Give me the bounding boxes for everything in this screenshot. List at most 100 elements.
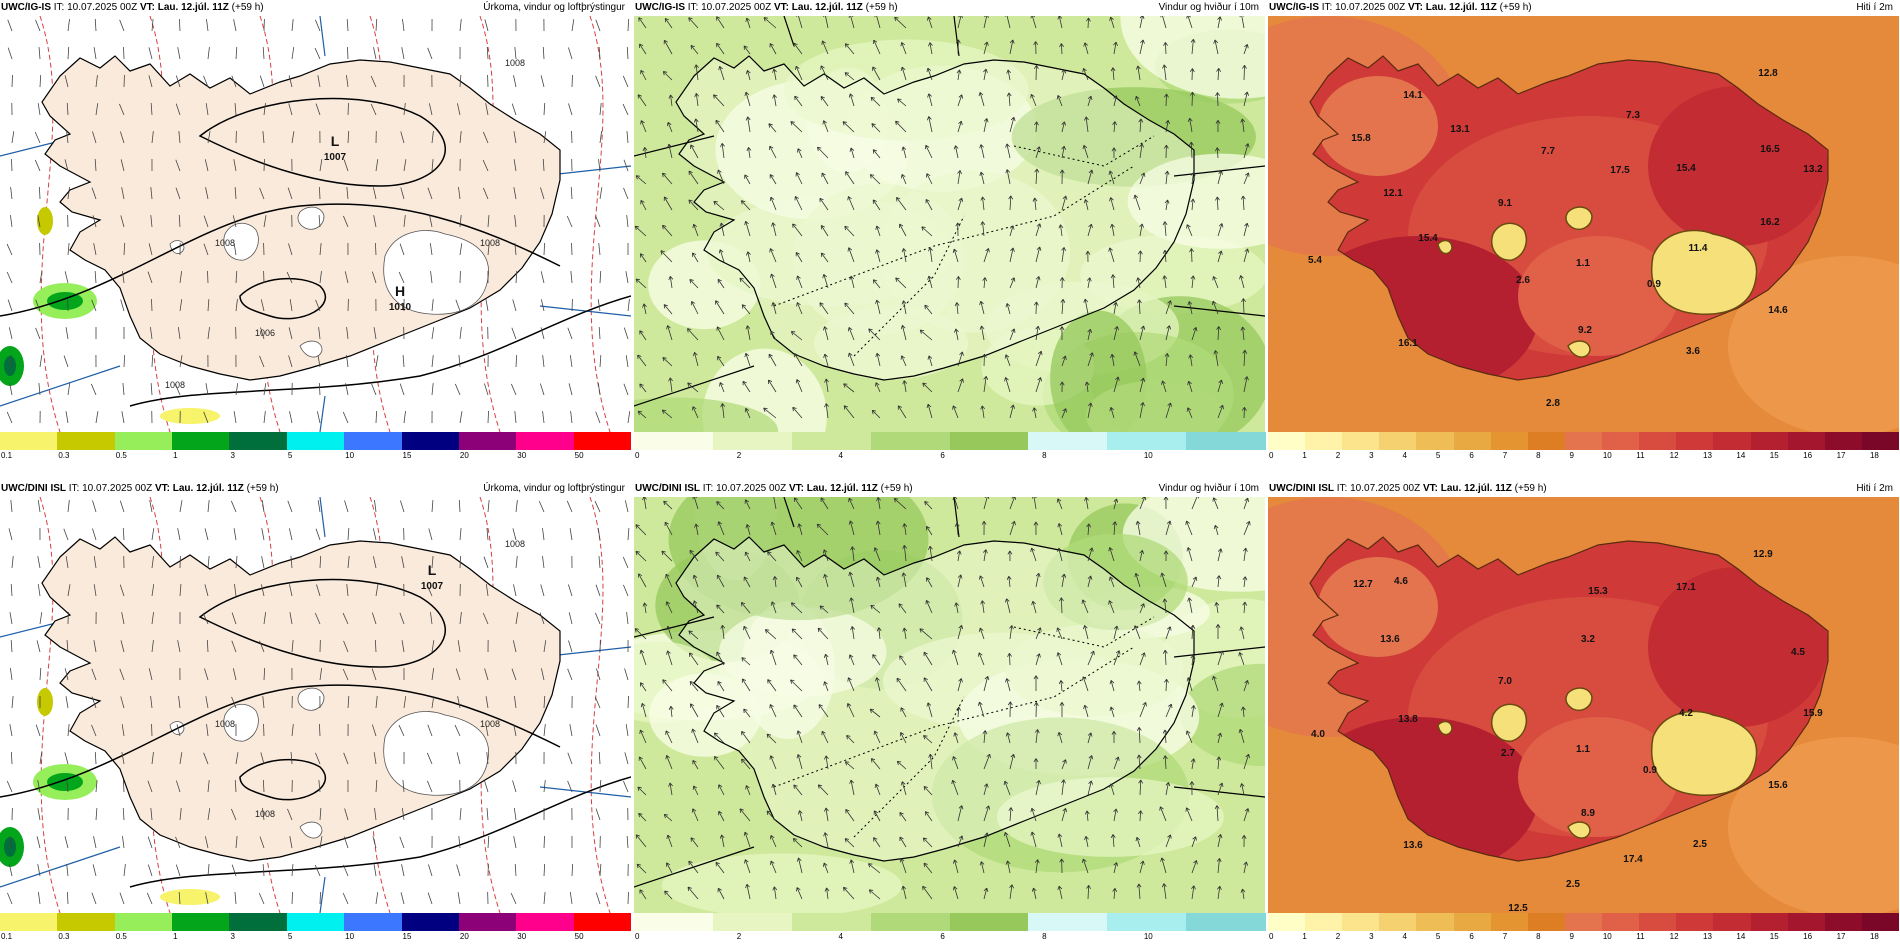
temperature-value: 3.2 xyxy=(1581,634,1595,645)
init-time: IT: 10.07.2025 00Z xyxy=(1319,2,1408,13)
temperature-value: 0.9 xyxy=(1643,765,1657,776)
map-canvas: L 1007 1008 1008 1008 1008 xyxy=(0,497,631,913)
colorbar-swatch xyxy=(1028,432,1108,450)
temperature-value: 9.1 xyxy=(1498,198,1512,209)
temperature-value: 12.9 xyxy=(1753,549,1773,560)
isobar-label: 1008 xyxy=(215,238,235,248)
colorbar-swatch xyxy=(1416,432,1455,450)
map-area[interactable]: L 1007 H 1010 1008 1008 1008 1006 1008 xyxy=(0,16,631,432)
map-area[interactable]: L 1007 1008 1008 1008 1008 xyxy=(0,497,631,913)
valid-time: VT: Lau. 12.júl. 11Z xyxy=(1407,2,1497,13)
colorbar-tick-label: 1 xyxy=(173,932,178,941)
colorbar-swatch xyxy=(1379,432,1417,450)
temperature-value: 3.6 xyxy=(1686,346,1700,357)
lead-time: (+59 h) xyxy=(228,2,264,13)
low-pressure-marker: L xyxy=(428,562,437,578)
map-area[interactable] xyxy=(634,497,1265,913)
colorbar-tick-label: 30 xyxy=(517,451,527,460)
temperature-value: 4.0 xyxy=(1311,729,1325,740)
panel-header: UWC/IG-IS IT: 10.07.2025 00Z VT: Lau. 12… xyxy=(634,0,1265,16)
temperature-value: 13.6 xyxy=(1403,840,1423,851)
colorbar-tick-label: 12 xyxy=(1669,451,1679,460)
colorbar-tick-label: 15 xyxy=(1769,932,1779,941)
panel-header: UWC/IG-IS IT: 10.07.2025 00Z VT: Lau. 12… xyxy=(0,0,631,16)
valid-time: VT: Lau. 12.júl. 11Z xyxy=(154,483,244,494)
colorbar-swatch xyxy=(516,913,575,931)
colorbar-tick-label: 0 xyxy=(1269,932,1274,941)
colorbar-tick-label: 6 xyxy=(940,932,945,941)
colorbar-swatch xyxy=(791,913,872,931)
colorbar-swatch xyxy=(1268,432,1306,450)
colorbar-tick-label: 1 xyxy=(1302,451,1307,460)
colorbar-tick-label: 10 xyxy=(1143,451,1153,460)
colorbar-swatch xyxy=(949,432,1029,450)
map-area[interactable]: 12.8 14.1 13.1 7.3 15.8 7.7 17.5 15.4 16.5 13.2 12… xyxy=(1268,16,1899,432)
panel-run-info: UWC/IG-IS IT: 10.07.2025 00Z VT: Lau. 12… xyxy=(1,0,264,16)
temperature-value: 16.2 xyxy=(1760,217,1780,228)
colorbar-swatch xyxy=(1453,913,1492,931)
valid-time: VT: Lau. 12.júl. 11Z xyxy=(139,2,229,13)
colorbar-tick-label: 2 xyxy=(736,451,742,460)
colorbar-tick-label: 14 xyxy=(1736,451,1746,460)
colorbar-tick-label: 14 xyxy=(1736,932,1746,941)
colorbar-swatch xyxy=(1861,913,1900,931)
colorbar-ticks: 0 2 4 6 8 10 xyxy=(634,931,1265,943)
init-time: IT: 10.07.2025 00Z xyxy=(685,2,774,13)
map-canvas xyxy=(634,497,1265,913)
isobars xyxy=(0,578,631,888)
temperature-value: 16.1 xyxy=(1398,338,1418,349)
colorbar-swatch xyxy=(1861,432,1900,450)
wind-arrows xyxy=(634,497,1251,900)
map-panel-dini-precip: UWC/DINI ISL IT: 10.07.2025 00Z VT: Lau.… xyxy=(0,481,632,943)
temperature-value: 12.1 xyxy=(1383,188,1403,199)
colorbar-swatch xyxy=(1186,432,1266,450)
colorbar-swatch xyxy=(1490,913,1529,931)
temperature-value: 17.1 xyxy=(1676,582,1696,593)
temperature-value: 0.9 xyxy=(1647,279,1661,290)
temperature-value: 12.5 xyxy=(1508,903,1528,913)
colorbar-tick-label: 0 xyxy=(635,451,640,460)
isobar-label: 1008 xyxy=(480,238,500,248)
colorbar-tick-label: 11 xyxy=(1636,932,1645,941)
high-pressure-marker: H xyxy=(395,283,405,299)
colorbar-tick-label: 1 xyxy=(1302,932,1307,941)
colorbar-tick-label: 6 xyxy=(1469,451,1474,460)
map-canvas: L 1007 H 1010 1008 1008 1008 1006 1008 xyxy=(0,16,631,432)
colorbar-tick-label: 2 xyxy=(1335,451,1341,460)
colorbar-tick-label: 5 xyxy=(1435,451,1441,460)
colorbar-tick-label: 8 xyxy=(1536,932,1541,941)
colorbar-ticks: 0 1 2 3 4 5 6 7 8 9 10 11 12 13 14 15 16 17 18 xyxy=(1268,450,1899,462)
colorbar-tick-label: 10 xyxy=(1602,932,1612,941)
colorbar-tick-label: 0.5 xyxy=(115,451,127,460)
colorbar-tick-label: 0.3 xyxy=(58,451,70,460)
colorbar-tick-label: 0.3 xyxy=(58,932,70,941)
colorbar-swatch xyxy=(1750,913,1789,931)
colorbar-swatch xyxy=(1564,432,1603,450)
map-area[interactable]: 12.9 12.7 4.6 15.3 17.1 13.6 3.2 7.0 4.5 13.8 4.2 1… xyxy=(1268,497,1899,913)
temperature-value: 12.8 xyxy=(1758,68,1778,79)
colorbar-swatch xyxy=(0,432,58,450)
panel-title: Hiti í 2m xyxy=(1856,2,1893,13)
colorbar-swatch xyxy=(1527,432,1566,450)
colorbar-swatch xyxy=(229,913,288,931)
model-name: UWC/IG-IS xyxy=(1,2,51,13)
colorbar-swatch xyxy=(1564,913,1603,931)
map-area[interactable] xyxy=(634,16,1265,432)
colorbar-swatch xyxy=(1787,913,1826,931)
init-time: IT: 10.07.2025 00Z xyxy=(66,483,155,494)
colorbar-tick-label: 11 xyxy=(1636,451,1645,460)
colorbar-swatch xyxy=(1342,432,1380,450)
colorbar-tick-label: 30 xyxy=(517,932,527,941)
colorbar-swatch xyxy=(114,432,173,450)
temperature-value: 8.9 xyxy=(1581,808,1595,819)
colorbar-tick-label: 15 xyxy=(402,451,412,460)
map-panel-igis-temp: UWC/IG-IS IT: 10.07.2025 00Z VT: Lau. 12… xyxy=(1268,0,1900,462)
colorbar-ticks: 0.1 0.3 0.5 1 3 5 10 15 20 30 50 xyxy=(0,931,631,943)
colorbar-tick-label: 20 xyxy=(459,932,469,941)
colorbar-tick-label: 0.5 xyxy=(115,932,127,941)
init-time: IT: 10.07.2025 00Z xyxy=(51,2,140,13)
colorbar-tick-label: 10 xyxy=(1602,451,1612,460)
colorbar-tick-label: 6 xyxy=(940,451,945,460)
temperature-value: 17.5 xyxy=(1610,165,1630,176)
colorbar-tick-label: 10 xyxy=(1143,932,1153,941)
